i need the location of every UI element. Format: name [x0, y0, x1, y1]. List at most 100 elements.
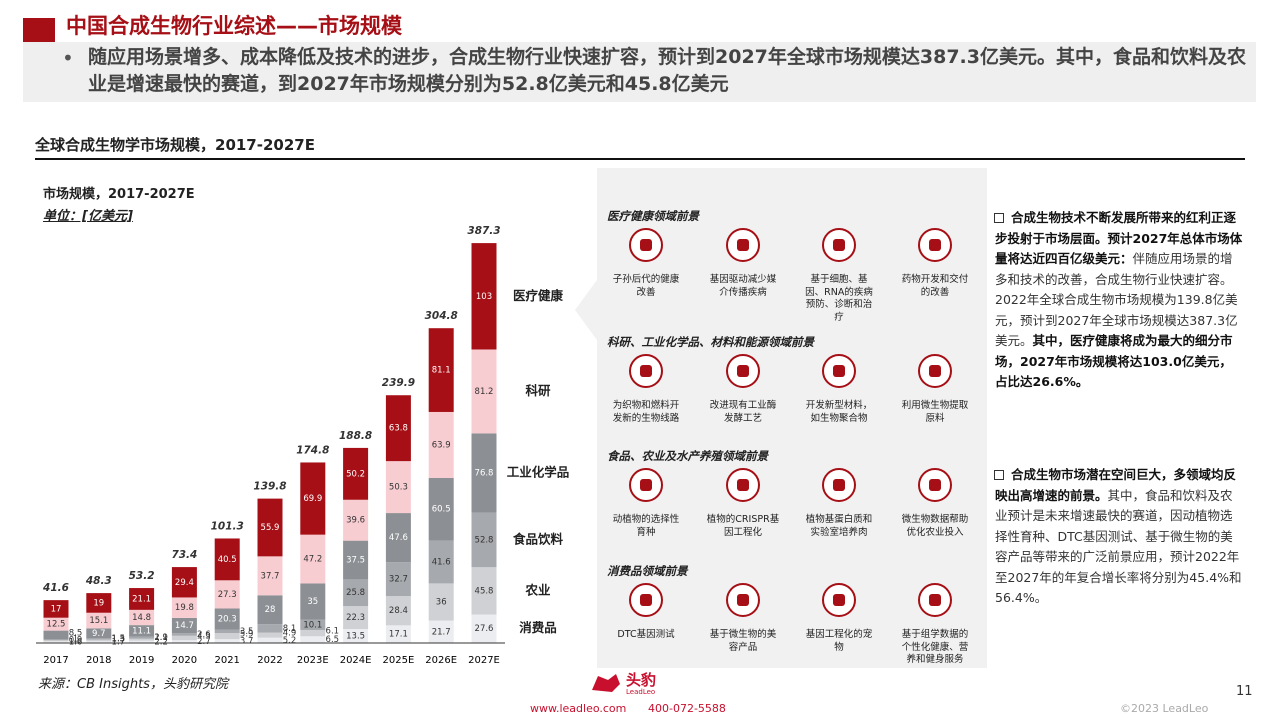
- bar-segment: [129, 609, 155, 626]
- value-label: 47.2: [303, 555, 322, 565]
- value-label: 5.2: [283, 636, 297, 646]
- icon: [822, 354, 856, 388]
- page-number: 11: [1236, 684, 1253, 699]
- bar-segment: [214, 580, 240, 609]
- icon-label: 基于微生物的美容产品: [709, 629, 777, 653]
- value-label: 17.1: [389, 630, 408, 640]
- bar-segment: [300, 534, 326, 584]
- icon-label: 为织物和燃料开发新的生物线路: [612, 400, 680, 424]
- value-label: 52.8: [475, 535, 494, 545]
- bar-segment: [257, 595, 283, 625]
- summary-band: [23, 42, 1256, 102]
- value-label: 15.1: [89, 616, 108, 626]
- bar-segment: [129, 588, 155, 610]
- bar-segment: [257, 624, 283, 633]
- note-text: 伴随应用场景的增多和技术的改善，合成生物行业快速扩容。2022年全球合成生物市场…: [995, 251, 1238, 348]
- icon-label: 基于组学数据的个性化健康、营养和健身服务: [901, 629, 969, 665]
- value-label: 4.9: [283, 629, 297, 639]
- bar-segment: [343, 606, 369, 630]
- bar-segment: [43, 630, 69, 640]
- value-label: 1.5: [112, 634, 126, 644]
- icon: [629, 468, 663, 502]
- value-label: 8.5: [69, 628, 83, 638]
- value-label: 37.7: [261, 571, 280, 581]
- value-label: 1: [73, 634, 78, 644]
- legend-label: 消费品: [519, 620, 557, 635]
- x-tick-label: 2023E: [297, 655, 329, 666]
- icon: [726, 228, 760, 262]
- value-label: 35: [307, 597, 318, 607]
- icon-label: 微生物数据帮助优化农业投入: [901, 514, 969, 538]
- bar-segment: [257, 556, 283, 596]
- icon-label: 改进现有工业酶发酵工艺: [709, 400, 777, 424]
- bar-segment: [300, 583, 326, 620]
- bar-segment: [86, 638, 112, 640]
- total-label: 239.9: [382, 377, 415, 389]
- value-label: 29.4: [175, 578, 194, 588]
- bar-segment: [343, 499, 369, 541]
- bar-segment: [86, 641, 112, 643]
- icon-label: 基因驱动减少媒介传播疾病: [709, 274, 777, 298]
- bullet-dot: •: [62, 46, 74, 70]
- bar-segment: [214, 608, 240, 630]
- value-label: 5.9: [240, 630, 254, 640]
- note-bullet: [994, 213, 1004, 223]
- legend-label: 医疗健康: [513, 288, 564, 303]
- url: www.leadleo.com: [530, 702, 627, 715]
- value-label: 27.6: [475, 624, 494, 634]
- icon: [822, 468, 856, 502]
- logo: [592, 674, 620, 692]
- bar-segment: [214, 633, 240, 640]
- value-label: 81.1: [432, 366, 451, 376]
- bar-segment: [43, 617, 69, 631]
- bar-segment: [300, 462, 326, 535]
- bar-segment: [171, 597, 197, 618]
- bar-segment: [385, 562, 411, 597]
- bar-segment: [214, 629, 240, 634]
- bar-segment: [86, 639, 112, 642]
- icon: [918, 583, 952, 617]
- icon-label: 植物基蛋白质和实验室培养肉: [805, 514, 873, 538]
- bar-segment: [428, 477, 454, 541]
- section-title: 全球合成生物学市场规模，2017-2027E: [35, 136, 315, 154]
- icon: [726, 354, 760, 388]
- panel-pointer: [575, 280, 597, 340]
- legend-label: 工业化学品: [507, 465, 570, 480]
- legend-label: 食品饮料: [512, 531, 564, 546]
- bar-segment: [300, 636, 326, 643]
- icon: [629, 583, 663, 617]
- value-label: 41.6: [432, 557, 451, 567]
- bar-segment: [129, 638, 155, 641]
- icon-label: 动植物的选择性育种: [612, 514, 680, 538]
- x-tick-label: 2019: [129, 655, 154, 666]
- icon-label: 植物的CRISPR基因工程化: [706, 514, 780, 538]
- chart: 1.610.98.512.51741.620171.71.51.39.715.1…: [36, 225, 570, 666]
- icon-label: 基于细胞、基因、RNA的疾病预防、诊断和治疗: [805, 274, 873, 323]
- bar-segment: [428, 328, 454, 412]
- x-tick-label: 2027E: [468, 655, 500, 666]
- note-text: 合成生物技术不断发展所带来的红利正逐步投射于市场层面。预计2027年总体市场体量…: [995, 210, 1243, 266]
- value-label: 0.9: [69, 635, 83, 645]
- value-label: 25.8: [346, 588, 365, 598]
- source: 来源：CB Insights，头豹研究院: [38, 677, 228, 692]
- total-label: 73.4: [171, 549, 197, 561]
- icon: [918, 228, 952, 262]
- x-tick-label: 2017: [43, 655, 68, 666]
- value-label: 19: [93, 598, 104, 608]
- value-label: 10.1: [303, 620, 322, 630]
- panel-title: 食品、农业及水产养殖领域前景: [607, 449, 768, 463]
- total-label: 41.6: [42, 582, 69, 594]
- bar-segment: [385, 625, 411, 643]
- value-label: 14.7: [175, 621, 194, 631]
- bar-segment: [86, 628, 112, 639]
- icon: [726, 468, 760, 502]
- bar-segment: [385, 461, 411, 514]
- value-label: 2.6: [197, 630, 211, 640]
- value-label: 12.5: [47, 620, 66, 630]
- value-label: 6.1: [326, 627, 340, 637]
- bar-segment: [214, 538, 240, 581]
- total-label: 53.2: [129, 570, 155, 582]
- x-tick-label: 2024E: [340, 655, 372, 666]
- bar-segment: [86, 612, 112, 629]
- value-label: 1.3: [112, 635, 126, 645]
